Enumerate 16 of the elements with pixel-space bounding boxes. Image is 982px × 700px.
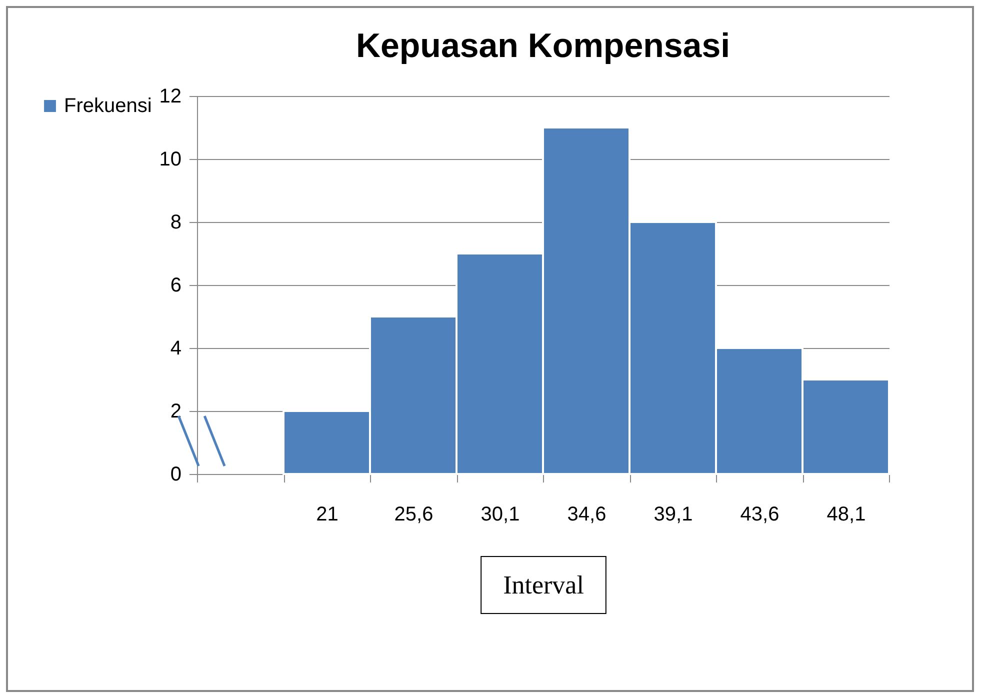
y-tick-label: 12	[159, 86, 182, 108]
chart-title: Kepuasan Kompensasi	[356, 27, 730, 65]
legend-label: Frekuensi	[64, 95, 152, 117]
x-tick-label: 34,6	[567, 504, 606, 526]
x-tick-label: 39,1	[654, 504, 693, 526]
y-tick-label: 6	[170, 274, 182, 296]
y-tick-label: 8	[170, 212, 182, 234]
x-tick-label: 25,6	[394, 504, 434, 526]
x-axis-title: Interval	[503, 570, 584, 600]
x-tick-label: 30,1	[480, 504, 520, 526]
x-tick-label: 21	[316, 504, 338, 526]
y-tick-label: 0	[170, 464, 182, 486]
x-tick-label: 43,6	[740, 504, 780, 526]
y-tick-label: 4	[170, 338, 182, 360]
x-tick-label: 48,1	[826, 504, 866, 526]
y-tick-label: 10	[159, 148, 182, 170]
